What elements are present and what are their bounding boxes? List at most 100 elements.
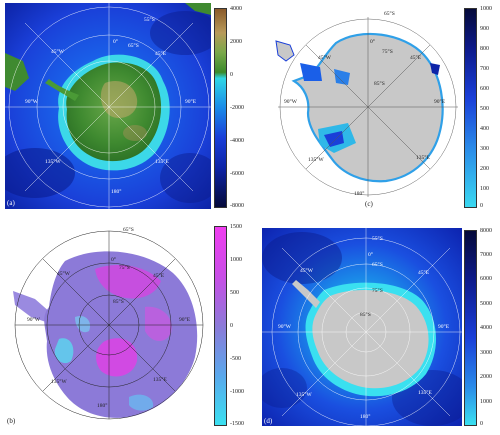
lon-label: 0°	[370, 38, 375, 45]
map-b-grid-labels: 65°S 75°S 85°S 0° 45°W 45°E 90°W 90°E 13…	[27, 226, 191, 409]
lon-label: 45°E	[410, 54, 422, 61]
map-d-grid-labels: 55°S 65°S 75°S 85°S 0° 45°W 45°E 90°W 90…	[278, 235, 450, 420]
colorbar-tick: -500	[230, 356, 241, 362]
lat-label: 55°S	[144, 16, 155, 23]
colorbar-tick: 0	[230, 323, 233, 329]
panel-label-b: (b)	[7, 417, 16, 425]
colorbar-tick: 0	[230, 72, 233, 78]
colorbar-d	[464, 230, 477, 426]
colorbar-tick: 1000	[480, 399, 492, 405]
lon-label: 90°W	[278, 323, 292, 330]
lon-label: 135°E	[418, 389, 432, 396]
lon-label: 0°	[368, 251, 373, 258]
map-c-grid-labels: 65°S 75°S 85°S 0° 45°W 45°E 90°W 90°E 13…	[284, 10, 446, 197]
colorbar-tick: 0	[480, 421, 483, 427]
lon-label: 45°W	[318, 54, 332, 61]
lon-label: 45°E	[155, 50, 167, 57]
lat-label: 65°S	[128, 42, 139, 49]
map-a-svg: 55°S 65°S 0° 45°W 45°E 90°W 90°E 135°W 1…	[5, 3, 211, 209]
colorbar-tick: 1000	[230, 257, 242, 263]
map-a-bathymetry: 55°S 65°S 0° 45°W 45°E 90°W 90°E 135°W 1…	[5, 3, 211, 209]
lat-label: 65°S	[123, 226, 134, 233]
colorbar-tick: 300	[480, 146, 489, 152]
map-d-svg: 55°S 65°S 75°S 85°S 0° 45°W 45°E 90°W 90…	[262, 228, 462, 426]
map-a-grid-labels: 55°S 65°S 0° 45°W 45°E 90°W 90°E 135°W 1…	[25, 16, 197, 195]
lat-label: 85°S	[113, 298, 124, 305]
colorbar-tick: 1500	[230, 224, 242, 230]
colorbar-tick: 7000	[480, 252, 492, 258]
map-d-ice-thickness: 55°S 65°S 75°S 85°S 0° 45°W 45°E 90°W 90…	[262, 228, 462, 426]
colorbar-tick: 6000	[480, 276, 492, 282]
lon-label: 90°E	[434, 98, 446, 105]
lon-label: 135°W	[45, 158, 61, 165]
lat-label: 65°S	[372, 261, 383, 268]
colorbar-b	[214, 226, 227, 426]
lon-label: 135°W	[308, 156, 324, 163]
panel-label-a: (a)	[7, 199, 15, 207]
colorbar-tick: -4000	[230, 138, 244, 144]
panel-label-d: (d)	[264, 417, 273, 425]
colorbar-tick: 500	[480, 106, 489, 112]
colorbar-tick: -1500	[230, 421, 244, 427]
colorbar-tick: 800	[480, 46, 489, 52]
lat-label: 55°S	[372, 235, 383, 242]
map-c-bedrock: 65°S 75°S 85°S 0° 45°W 45°E 90°W 90°E 13…	[264, 3, 464, 209]
colorbar-tick: 5000	[480, 301, 492, 307]
lon-label: 180°	[111, 188, 121, 195]
lon-label: 135°E	[153, 376, 167, 383]
lon-label: 135°W	[296, 391, 312, 398]
lon-label: 45°W	[57, 270, 71, 277]
lon-label: 90°E	[185, 98, 197, 105]
colorbar-tick: 500	[230, 290, 239, 296]
lon-label: 45°W	[51, 48, 65, 55]
lon-label: 90°W	[25, 98, 39, 105]
lon-label: 135°E	[155, 158, 169, 165]
lat-label: 85°S	[360, 311, 371, 318]
colorbar-tick: 2000	[480, 374, 492, 380]
lat-label: 65°S	[384, 10, 395, 17]
panel-d: 55°S 65°S 75°S 85°S 0° 45°W 45°E 90°W 90…	[250, 218, 500, 435]
lon-label: 180°	[97, 402, 107, 409]
lon-label: 135°E	[416, 154, 430, 161]
colorbar-tick: 2000	[230, 39, 242, 45]
colorbar-tick: 200	[480, 166, 489, 172]
map-b-svg: 65°S 75°S 85°S 0° 45°W 45°E 90°W 90°E 13…	[5, 221, 211, 427]
lon-label: 45°E	[153, 272, 165, 279]
panel-a: 55°S 65°S 0° 45°W 45°E 90°W 90°E 135°W 1…	[0, 0, 250, 217]
colorbar-tick: 4000	[230, 6, 242, 12]
colorbar-tick: 8000	[480, 228, 492, 234]
colorbar-tick: 4000	[480, 325, 492, 331]
colorbar-tick: 1000	[480, 6, 492, 12]
colorbar-tick: -6000	[230, 171, 244, 177]
panel-label-c: (c)	[365, 200, 373, 208]
lat-label: 75°S	[119, 264, 130, 271]
lon-label: 90°W	[27, 316, 41, 323]
colorbar-tick: 900	[480, 26, 489, 32]
lat-label: 85°S	[374, 80, 385, 87]
panel-c: 65°S 75°S 85°S 0° 45°W 45°E 90°W 90°E 13…	[250, 0, 500, 217]
colorbar-tick: -2000	[230, 105, 244, 111]
panel-b: 65°S 75°S 85°S 0° 45°W 45°E 90°W 90°E 13…	[0, 218, 250, 435]
lon-label: 0°	[111, 256, 116, 263]
colorbar-a	[214, 8, 227, 208]
colorbar-tick: -1000	[230, 389, 244, 395]
lon-label: 180°	[360, 413, 370, 420]
lon-label: 180°	[354, 190, 364, 197]
lat-label: 75°S	[382, 48, 393, 55]
colorbar-tick: 3000	[480, 350, 492, 356]
lon-label: 45°W	[300, 267, 314, 274]
lon-label: 90°W	[284, 98, 298, 105]
map-c-svg: 65°S 75°S 85°S 0° 45°W 45°E 90°W 90°E 13…	[264, 3, 464, 209]
colorbar-tick: 0	[480, 203, 483, 209]
lon-label: 90°E	[179, 316, 191, 323]
colorbar-tick: 100	[480, 186, 489, 192]
lon-label: 45°E	[418, 269, 430, 276]
lon-label: 135°W	[51, 378, 67, 385]
colorbar-tick: 600	[480, 86, 489, 92]
colorbar-tick: -8000	[230, 203, 244, 209]
map-b-difference: 65°S 75°S 85°S 0° 45°W 45°E 90°W 90°E 13…	[5, 221, 211, 427]
lon-label: 0°	[113, 38, 118, 45]
colorbar-tick: 700	[480, 66, 489, 72]
lat-label: 75°S	[372, 287, 383, 294]
colorbar-c	[464, 8, 477, 208]
